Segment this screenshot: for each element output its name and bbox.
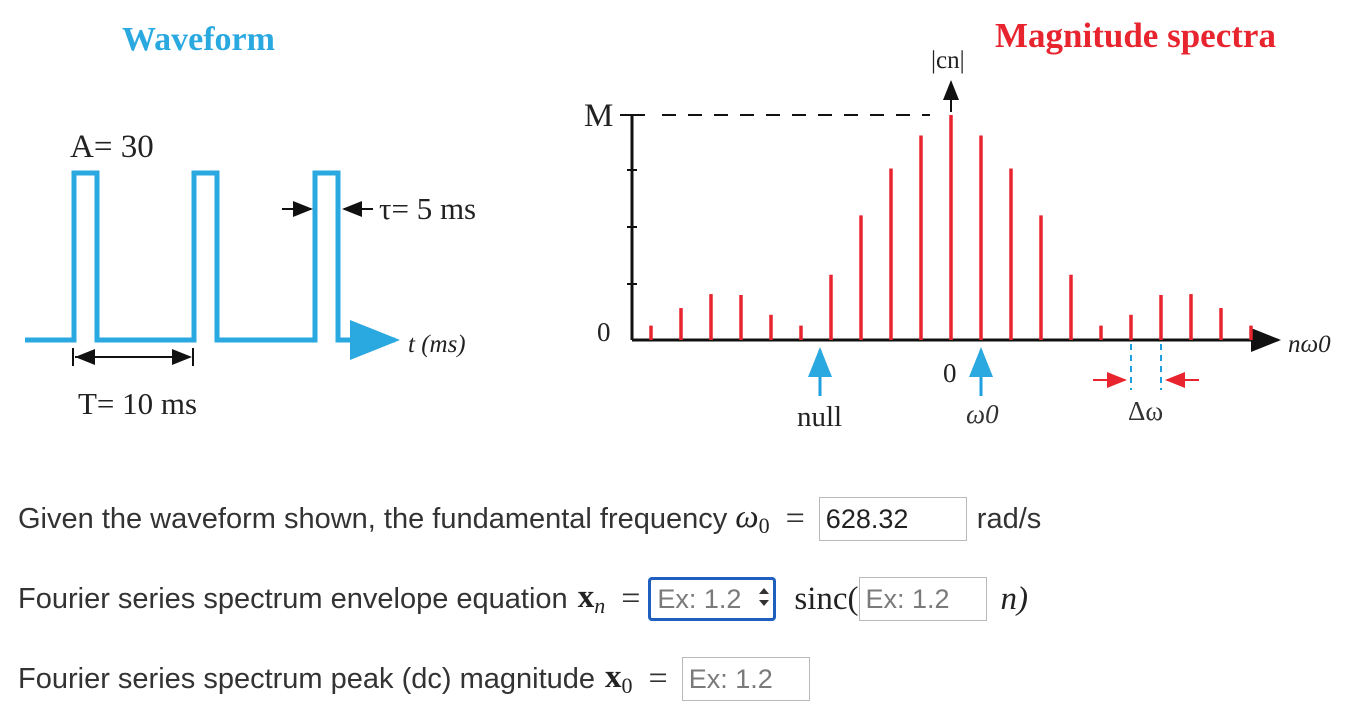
q2-equals: = [621,580,641,617]
x0-symbol: x0 [605,659,633,698]
peak-magnitude-input[interactable] [681,657,810,701]
q3-equals: = [648,660,668,697]
tau-label: τ= 5 ms [379,191,476,226]
spectrum-axes [620,80,1281,352]
q1-equals: = [785,500,805,537]
waveform-title: Waveform [122,21,275,58]
q3-text: Fourier series spectrum peak (dc) magnit… [18,662,596,695]
q1-unit: rad/s [976,502,1042,535]
delta-omega-label: Δω [1128,396,1163,426]
question-peak-magnitude: Fourier series spectrum peak (dc) magnit… [18,657,810,701]
waveform-spectra-figure: Waveform Magnitude spectra A= 30 τ= 5 ms… [25,16,1331,433]
q2-text: Fourier series spectrum envelope equatio… [18,582,568,615]
period-arrow [72,348,194,366]
amplitude-label: A= 30 [70,129,154,165]
period-label: T= 10 ms [78,386,197,421]
xn-symbol: xn [577,579,606,618]
spectra-title: Magnitude spectra [995,16,1276,55]
null-label: null [797,401,842,433]
envelope-amplitude-input[interactable] [648,577,777,621]
zero-x-label: 0 [943,358,957,388]
m-label: M [584,98,613,134]
freq-axis-label: nω0 [1288,331,1331,358]
zero-y-label: 0 [597,317,611,347]
envelope-amplitude-field [648,577,777,621]
q1-text: Given the waveform shown, the fundamenta… [18,502,728,535]
sinc-tail: n) [1000,580,1029,617]
delta-omega-marker [1093,344,1199,390]
time-axis-label: t (ms) [408,331,466,358]
spinner-icon[interactable] [757,583,771,611]
question-fundamental-frequency: Given the waveform shown, the fundamenta… [18,497,1041,541]
fundamental-frequency-input[interactable]: 628.32 [818,497,967,541]
question-envelope-equation: Fourier series spectrum envelope equatio… [18,577,1028,621]
cn-label: |cn| [931,47,965,74]
pulse-train-waveform [25,170,400,360]
omega0-symbol: ω0 [735,499,770,538]
sinc-argument-input[interactable] [858,577,987,621]
omega0-label: ω0 [966,399,999,429]
spectrum-bars [649,115,1253,340]
sinc-function: sinc( [794,580,859,617]
